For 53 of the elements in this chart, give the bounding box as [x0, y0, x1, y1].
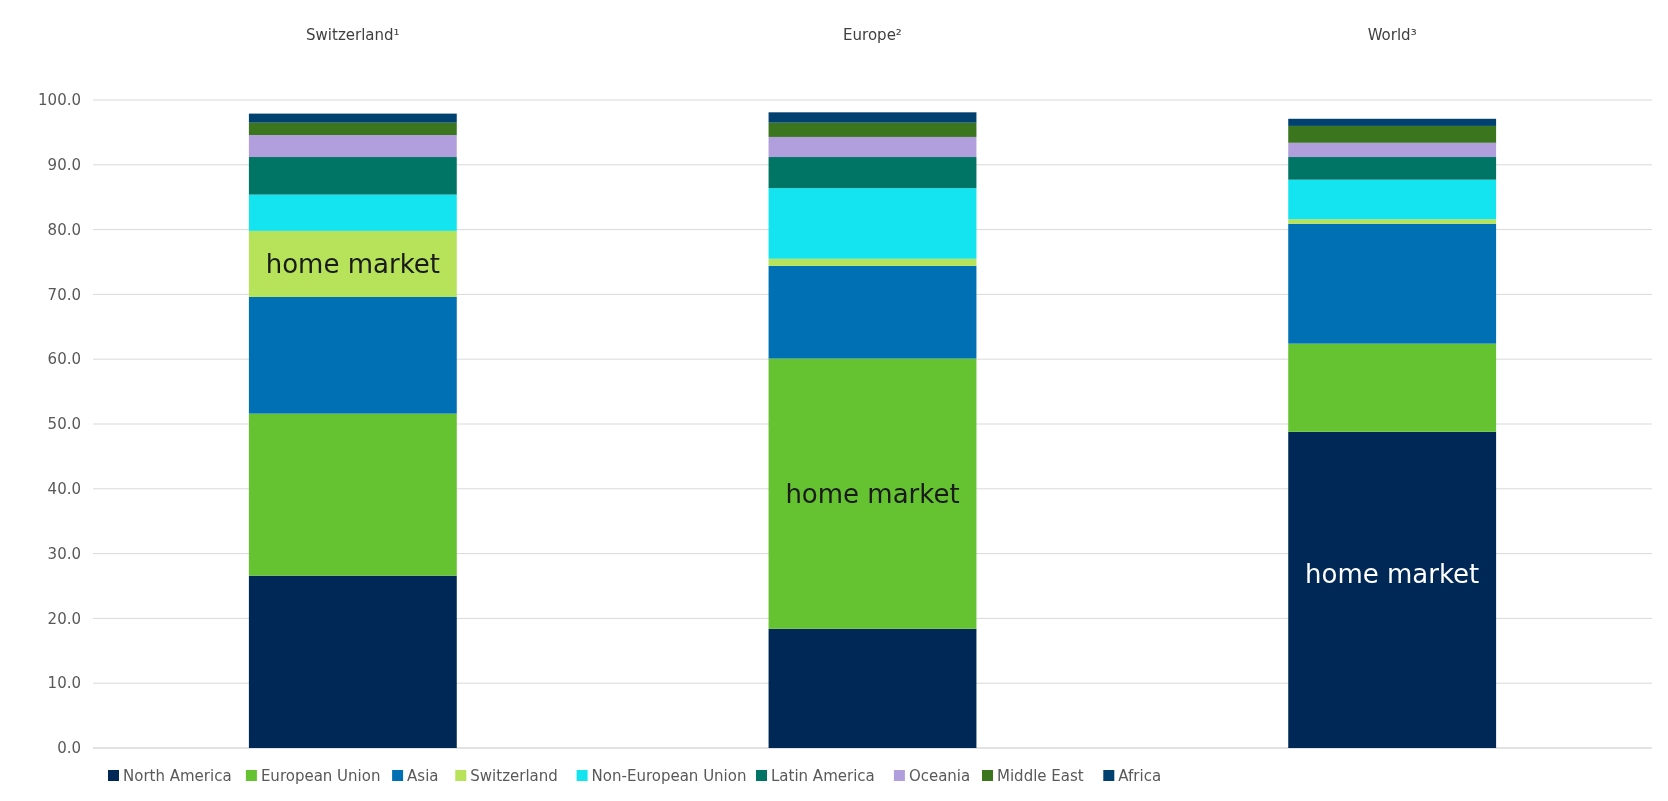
bar — [768, 628, 977, 748]
bar — [768, 112, 977, 123]
legend-label: Middle East — [997, 767, 1084, 785]
legend-label: North America — [123, 767, 232, 785]
bar — [1288, 142, 1497, 158]
bar — [248, 230, 457, 297]
legend-label: Oceania — [908, 767, 971, 785]
legend-label: Asia — [407, 767, 439, 785]
bar — [1288, 157, 1497, 180]
bar — [248, 113, 457, 123]
y-tick-label: 50.0 — [47, 415, 81, 434]
annotation: home market — [1305, 559, 1480, 590]
bar — [768, 188, 977, 259]
y-tick-label: 60.0 — [47, 350, 81, 369]
bar — [768, 157, 977, 189]
bar — [248, 296, 457, 414]
bar — [248, 575, 457, 748]
y-tick-label: 70.0 — [47, 285, 81, 304]
y-tick-label: 40.0 — [47, 480, 81, 499]
bar — [248, 157, 457, 195]
bar — [768, 358, 977, 629]
x-tick-label: World³ — [1367, 26, 1417, 44]
x-tick-label: Switzerland¹ — [306, 26, 400, 44]
legend-label: Africa — [1118, 767, 1162, 785]
legend-label: Latin America — [771, 767, 875, 785]
legend-label: Non-European Union — [591, 767, 747, 785]
bar — [1288, 343, 1497, 432]
bar — [248, 122, 457, 135]
bar — [248, 134, 457, 158]
y-tick-label: 0.0 — [57, 739, 81, 758]
y-tick-label: 30.0 — [47, 544, 81, 563]
bar — [1288, 179, 1497, 220]
y-tick-label: 80.0 — [47, 220, 81, 239]
y-tick-label: 90.0 — [47, 156, 81, 175]
bar — [1288, 219, 1497, 224]
bar — [1288, 118, 1497, 126]
legend-label: European Union — [260, 767, 381, 785]
bar — [768, 258, 977, 266]
bar — [248, 413, 457, 576]
bar — [768, 265, 977, 359]
bar — [1288, 125, 1497, 143]
y-tick-label: 20.0 — [47, 609, 81, 628]
x-tick-label: Europe² — [843, 26, 902, 44]
y-tick-label: 10.0 — [47, 674, 81, 693]
bar — [1288, 431, 1497, 748]
bar — [248, 194, 457, 231]
y-tick-label: 100.0 — [38, 91, 81, 110]
annotation: home market — [265, 249, 440, 280]
legend-label: Switzerland — [470, 767, 558, 785]
bar — [768, 136, 977, 158]
bar — [768, 122, 977, 137]
annotation: home market — [785, 478, 960, 509]
bar — [1288, 223, 1497, 344]
